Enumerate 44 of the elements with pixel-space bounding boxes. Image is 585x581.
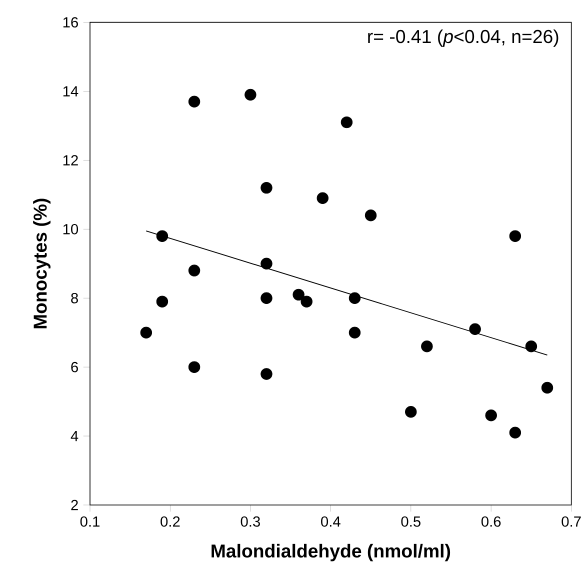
x-tick-label: 0.1 <box>80 516 100 527</box>
y-tick-label: 6 <box>71 362 78 372</box>
x-tick-label: 0.2 <box>160 516 180 527</box>
point <box>525 340 538 352</box>
point <box>156 296 168 308</box>
point <box>509 230 522 242</box>
x-tick-label: 0.4 <box>321 516 340 527</box>
y-tick-label: 12 <box>63 155 78 166</box>
y-tick-label: 16 <box>63 17 78 28</box>
y-tick-label: 10 <box>63 224 78 234</box>
point <box>292 288 304 301</box>
x-tick-label: 0.3 <box>240 516 260 527</box>
y-tick-label: 14 <box>63 86 78 96</box>
point <box>244 88 256 101</box>
point <box>348 326 361 338</box>
point <box>485 409 497 422</box>
y-tick-label: 2 <box>71 500 78 510</box>
x-tick-label: 0.5 <box>401 516 420 527</box>
point <box>541 382 554 394</box>
point <box>140 326 152 338</box>
annotation: r= -0.41 (p<0.04, n=26) <box>368 29 558 47</box>
point <box>260 368 272 380</box>
point <box>340 116 353 128</box>
point <box>509 426 522 438</box>
point <box>364 210 377 222</box>
x-tick-label: 0.6 <box>481 516 501 527</box>
point <box>260 292 272 304</box>
y-tick-label: 4 <box>70 431 78 442</box>
point <box>156 230 168 242</box>
y-axis-title: Monocytes (%) <box>33 198 50 328</box>
point <box>348 292 361 304</box>
point <box>260 182 272 194</box>
point <box>316 192 329 204</box>
point <box>188 361 200 373</box>
point <box>405 406 417 418</box>
x-tick-label: 0.7 <box>562 516 581 527</box>
point <box>421 340 433 352</box>
point <box>300 296 312 308</box>
y-tick-label: 8 <box>71 292 78 304</box>
point <box>188 96 200 108</box>
point <box>469 323 481 336</box>
x-axis-title: Malondialdehyde (nmol/ml) <box>212 544 450 562</box>
point <box>260 258 272 270</box>
point <box>188 264 200 276</box>
